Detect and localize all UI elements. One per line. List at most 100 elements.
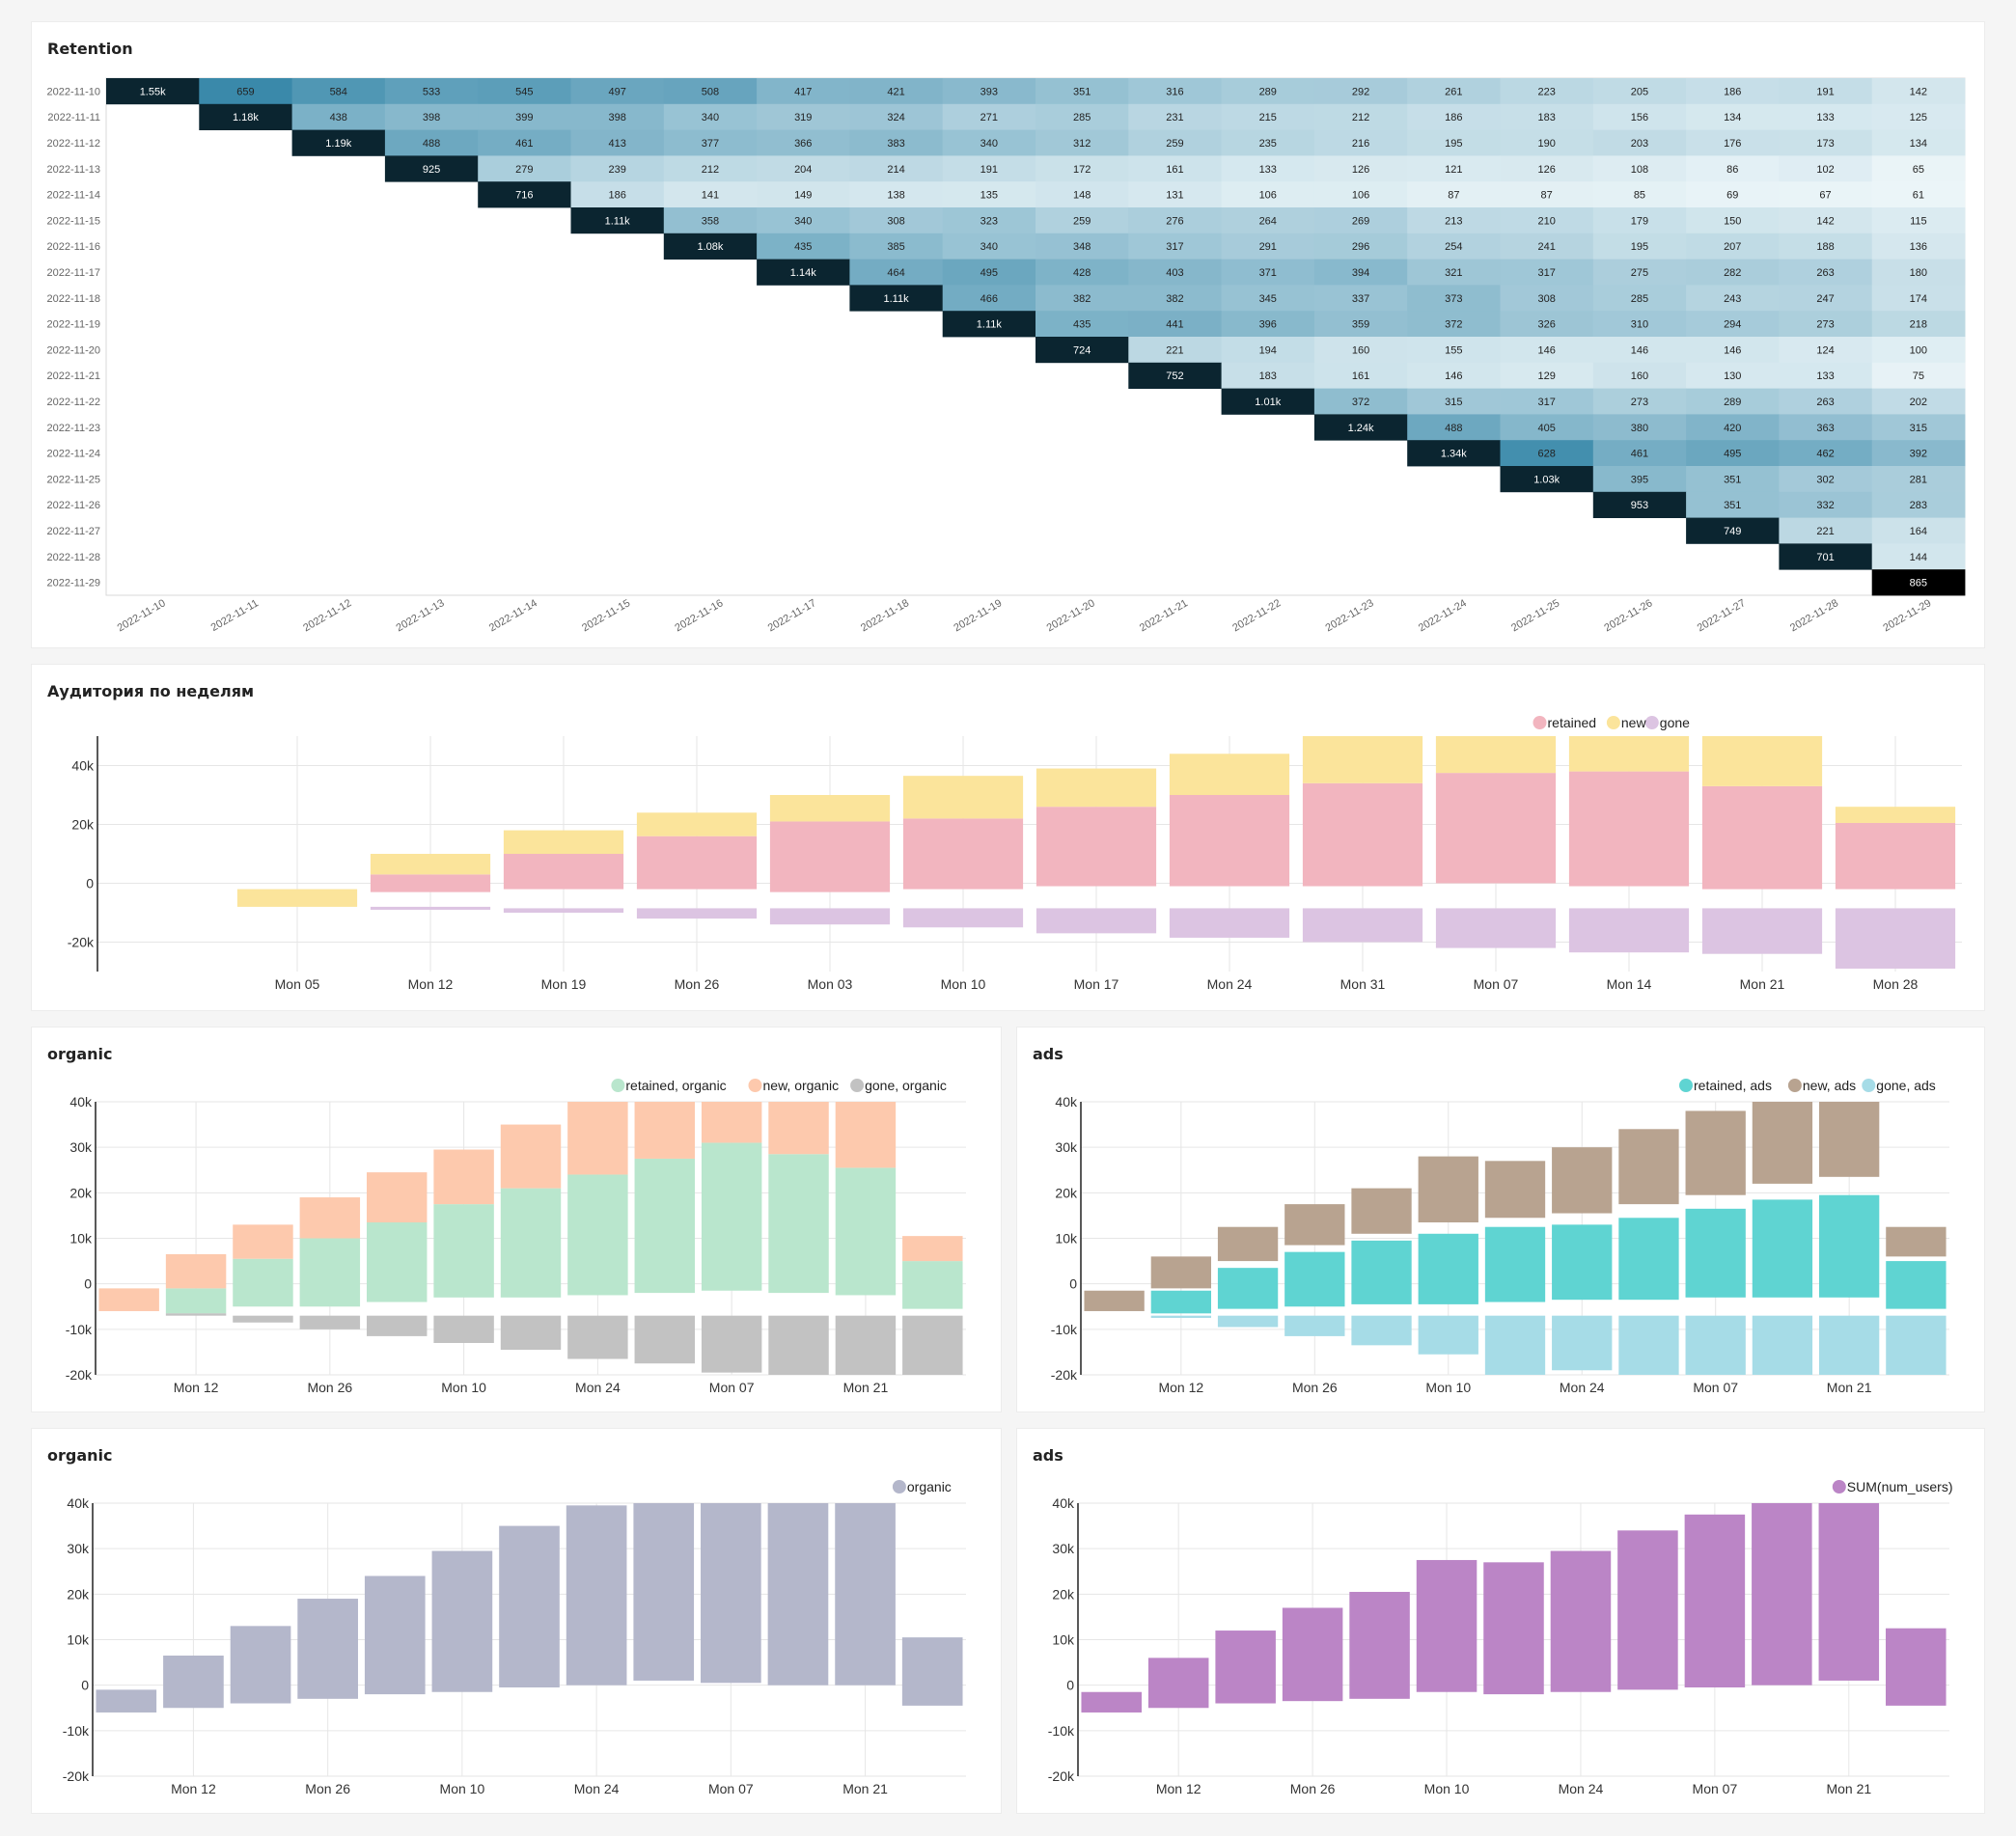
heatmap-row-label: 2022-11-26 <box>47 500 100 511</box>
heatmap-cell-label: 372 <box>1445 319 1462 331</box>
heatmap-cell <box>1871 78 1966 105</box>
heatmap-cell <box>849 233 944 260</box>
heatmap-cell-label: 285 <box>1073 112 1091 123</box>
heatmap-cell <box>663 181 758 208</box>
heatmap-cell-label: 213 <box>1445 215 1462 227</box>
heatmap-cell-label: 716 <box>515 190 533 202</box>
bar-gone <box>1435 908 1557 948</box>
bar-new-ads <box>1819 1102 1880 1177</box>
x-tick-label: Mon 26 <box>1292 1380 1338 1395</box>
heatmap-cell <box>1313 129 1408 156</box>
heatmap-cell-label: 135 <box>980 190 998 202</box>
bar-new-ads <box>1752 1102 1813 1184</box>
bar-new-organic <box>299 1197 361 1239</box>
heatmap-row-label: 2022-11-20 <box>47 344 100 356</box>
x-tick-label: Mon 24 <box>1559 1781 1604 1796</box>
heatmap-cell <box>1686 285 1780 312</box>
heatmap-cell-label: 340 <box>980 138 998 150</box>
bar-new <box>1169 754 1290 795</box>
bar-organic <box>701 1503 761 1684</box>
x-tick-label: Mon 14 <box>1607 976 1652 992</box>
organic-total-title: organic <box>47 1446 113 1465</box>
bar-retained-organic <box>567 1174 628 1296</box>
heatmap-cell-label: 1.11k <box>605 215 631 227</box>
heatmap-cell <box>1500 259 1594 286</box>
heatmap-cell-label: 231 <box>1166 112 1183 123</box>
bar-retained <box>902 818 1024 890</box>
heatmap-cell <box>663 129 758 156</box>
heatmap-cell <box>1871 491 1966 518</box>
heatmap-cell <box>1128 155 1222 182</box>
heatmap-cell <box>1221 129 1315 156</box>
bar-new-ads <box>1284 1204 1345 1246</box>
heatmap-cell <box>1221 103 1315 130</box>
bar-sum-num-users- <box>1752 1503 1812 1685</box>
x-tick-label: Mon 24 <box>1207 976 1253 992</box>
heatmap-cell <box>757 129 850 156</box>
heatmap-row-label: 2022-11-29 <box>47 578 100 589</box>
bar-gone-ads <box>1819 1315 1880 1375</box>
heatmap-cell-label: 188 <box>1816 241 1834 253</box>
heatmap-cell <box>663 103 758 130</box>
bar-gone-ads <box>1284 1315 1345 1336</box>
heatmap-cell-label: 106 <box>1259 190 1277 202</box>
heatmap-cell <box>1871 362 1966 389</box>
heatmap-cell-label: 176 <box>1724 138 1741 150</box>
heatmap-cell <box>849 181 944 208</box>
heatmap-cell <box>1128 181 1222 208</box>
heatmap-cell <box>1592 285 1687 312</box>
heatmap-cell-label: 75 <box>1913 370 1924 382</box>
x-tick-label: Mon 12 <box>1156 1781 1201 1796</box>
heatmap-cell-label: 86 <box>1726 164 1738 176</box>
heatmap-cell <box>1036 78 1129 105</box>
x-tick-label: Mon 07 <box>709 1380 755 1395</box>
y-tick-label: 40k <box>71 758 95 774</box>
heatmap-col-label: 2022-11-28 <box>1788 597 1840 634</box>
heatmap-cell <box>942 129 1036 156</box>
heatmap-cell-label: 264 <box>1259 215 1277 227</box>
heatmap-cell <box>1779 491 1873 518</box>
bar-organic <box>431 1550 493 1692</box>
bar-new-organic <box>701 1102 762 1143</box>
heatmap-cell <box>1779 517 1873 544</box>
bar-retained <box>1036 807 1157 887</box>
heatmap-cell <box>1221 311 1315 338</box>
bar-new <box>636 812 758 836</box>
heatmap-cell <box>1592 78 1687 105</box>
bar-gone-organic <box>902 1315 963 1375</box>
heatmap-col-label: 2022-11-13 <box>395 597 447 634</box>
heatmap-cell <box>1779 440 1873 467</box>
bar-new <box>370 854 491 875</box>
heatmap-cell-label: 865 <box>1910 578 1927 589</box>
heatmap-cell <box>1221 181 1315 208</box>
heatmap-cell-label: 385 <box>887 241 904 253</box>
retention-title: Retention <box>47 40 133 58</box>
heatmap-cell-label: 191 <box>1816 86 1834 97</box>
heatmap-cell <box>384 155 479 182</box>
heatmap-cell-label: 207 <box>1724 241 1741 253</box>
heatmap-cell-label: 263 <box>1816 397 1834 408</box>
y-tick-label: -20k <box>1051 1367 1078 1383</box>
bar-retained-ads <box>1752 1199 1813 1298</box>
bar-gone <box>1169 908 1290 938</box>
heatmap-cell <box>1592 440 1687 467</box>
heatmap-cell-label: 348 <box>1073 241 1091 253</box>
heatmap-row-label: 2022-11-10 <box>47 86 100 97</box>
bar-retained <box>636 836 758 890</box>
heatmap-cell-label: 292 <box>1352 86 1369 97</box>
heatmap-cell-label: 405 <box>1537 423 1555 434</box>
legend-marker <box>1533 716 1547 729</box>
bar-retained-organic <box>500 1188 562 1298</box>
heatmap-cell-label: 308 <box>887 215 904 227</box>
heatmap-cell-label: 373 <box>1445 293 1462 305</box>
bar-retained-organic <box>233 1258 293 1307</box>
bar-gone-organic <box>634 1315 695 1364</box>
heatmap-cell <box>1871 129 1966 156</box>
heatmap-cell-label: 195 <box>1631 241 1648 253</box>
heatmap-cell <box>942 311 1036 338</box>
heatmap-cell-label: 508 <box>702 86 719 97</box>
legend-label: SUM(num_users) <box>1847 1479 1953 1494</box>
heatmap-cell-label: 155 <box>1445 344 1462 356</box>
y-tick-label: 30k <box>67 1541 90 1556</box>
heatmap-cell <box>478 103 571 130</box>
